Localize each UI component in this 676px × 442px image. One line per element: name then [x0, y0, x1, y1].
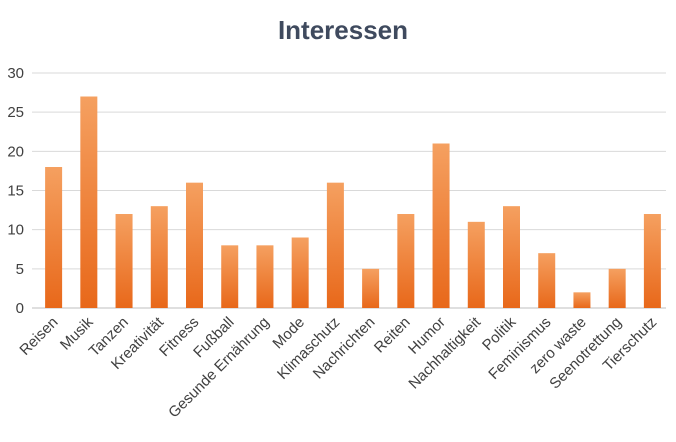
- y-tick-label: 30: [7, 65, 24, 82]
- bar-fußball: [221, 245, 239, 308]
- y-tick-label: 15: [7, 183, 24, 200]
- y-tick-label: 20: [7, 143, 24, 160]
- bar-gesunde-ernährung: [256, 245, 274, 308]
- bar-feminismus: [538, 253, 556, 308]
- y-tick-label: 5: [16, 261, 24, 278]
- y-tick-label: 25: [7, 104, 24, 121]
- y-tick-label: 0: [16, 300, 24, 317]
- bar-humor: [432, 143, 450, 308]
- bar-musik: [80, 96, 98, 308]
- bar-politik: [503, 206, 520, 308]
- x-tick-label: Reiten: [371, 314, 414, 357]
- bar-nachhaltigkeit: [467, 221, 485, 308]
- bar-reisen: [45, 167, 63, 308]
- bar-nachrichten: [362, 268, 380, 308]
- bar-reiten: [397, 214, 415, 308]
- y-tick-label: 10: [7, 222, 24, 239]
- bar-tierschutz: [643, 214, 661, 308]
- bar-tanzen: [115, 214, 133, 308]
- bar-mode: [291, 237, 309, 308]
- bar-fitness: [186, 182, 203, 308]
- bar-klimaschutz: [326, 182, 344, 308]
- bar-seenotrettung: [608, 268, 626, 308]
- bar-kreativität: [150, 206, 168, 308]
- chart-title: Interessen: [278, 15, 408, 45]
- x-tick-label: Reisen: [16, 314, 61, 359]
- bar-zero-waste: [573, 292, 591, 308]
